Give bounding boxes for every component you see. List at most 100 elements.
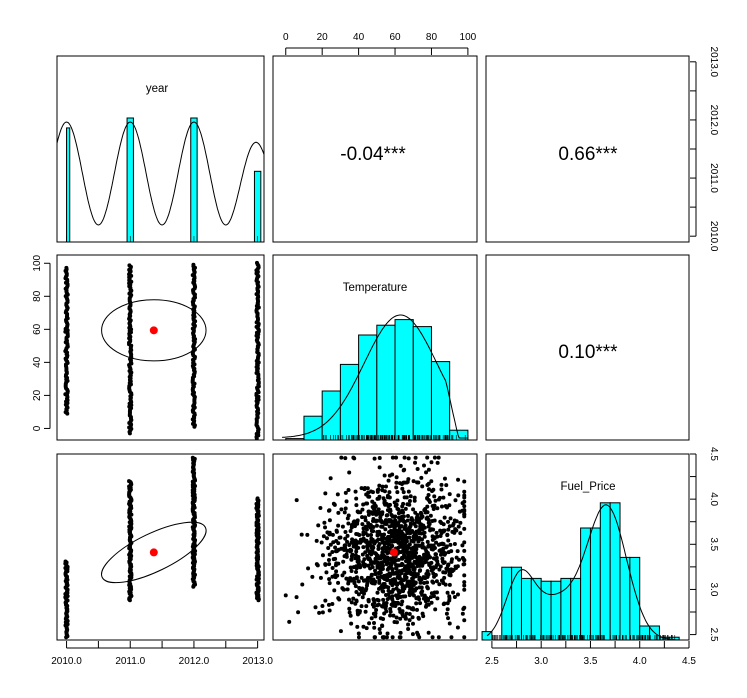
data-point (425, 551, 430, 556)
tick-label-temperature: 40 (353, 32, 365, 43)
data-point (429, 600, 434, 605)
data-point (402, 614, 407, 619)
data-point (460, 543, 465, 548)
data-point (369, 552, 374, 557)
data-point (433, 552, 438, 557)
data-point (371, 611, 376, 616)
data-point (373, 539, 378, 544)
data-point (396, 515, 401, 520)
histogram-fuelprice-bar (560, 577, 572, 641)
data-point (401, 490, 406, 495)
data-point (382, 545, 387, 550)
data-point (347, 543, 352, 548)
tick-label-fuelprice: 4.5 (708, 447, 719, 461)
data-point (442, 560, 447, 565)
data-point (374, 608, 379, 613)
data-point (445, 601, 450, 606)
data-point (363, 609, 368, 614)
data-point (336, 580, 341, 585)
data-point (320, 610, 325, 615)
data-point (342, 547, 347, 552)
data-point (349, 621, 354, 626)
data-point (349, 600, 354, 605)
data-point (383, 527, 388, 532)
data-point (390, 455, 395, 460)
data-point (375, 563, 380, 568)
data-point (378, 616, 383, 621)
data-point (336, 547, 341, 552)
data-point (372, 600, 377, 605)
data-point (446, 527, 451, 532)
data-point (422, 580, 427, 585)
data-point (374, 559, 379, 564)
tick-label-fuelprice: 4.0 (708, 492, 719, 506)
data-point (355, 624, 360, 629)
var-label-fuelprice: Fuel_Price (561, 481, 616, 493)
data-point (430, 519, 435, 524)
tick-label-temperature: 20 (32, 389, 43, 401)
data-point (462, 540, 467, 545)
data-point (416, 632, 421, 637)
data-point (357, 609, 362, 614)
data-point (377, 627, 382, 632)
data-point (430, 503, 435, 508)
histogram-year (56, 117, 265, 243)
data-point (390, 571, 395, 576)
data-point (385, 508, 390, 513)
data-point (341, 559, 346, 564)
data-point (394, 615, 399, 620)
data-point (434, 590, 439, 595)
data-point (419, 514, 424, 519)
data-point (416, 615, 421, 620)
data-point (339, 507, 344, 512)
data-point (360, 595, 365, 600)
data-point (462, 635, 467, 640)
data-point (377, 586, 382, 591)
data-point (426, 630, 431, 635)
data-point (344, 552, 349, 557)
data-point (428, 513, 433, 518)
scatter-year-temperature (63, 260, 261, 441)
data-point (364, 626, 369, 631)
data-point (325, 536, 330, 541)
histogram-year-bar (66, 127, 71, 243)
data-point (431, 566, 436, 571)
tick-label-fuelprice: 4.5 (682, 656, 696, 667)
histogram-fuelprice-bar (540, 580, 552, 641)
data-point (400, 543, 405, 548)
data-point (404, 495, 409, 500)
histogram-fuelprice-bar (530, 577, 542, 641)
data-point (354, 503, 359, 508)
data-point (346, 521, 351, 526)
data-point (358, 510, 363, 515)
data-point (421, 523, 426, 528)
data-point (356, 631, 361, 636)
data-point (410, 621, 415, 626)
data-point (349, 568, 354, 573)
data-point (373, 571, 378, 576)
data-point (394, 455, 399, 460)
data-point (345, 587, 350, 592)
data-point (385, 573, 390, 578)
data-point (462, 618, 467, 623)
data-point (462, 514, 467, 519)
data-point (330, 532, 335, 537)
tick-label-temperature: 100 (32, 254, 43, 271)
data-point (404, 539, 409, 544)
data-point (433, 572, 438, 577)
data-point (394, 485, 399, 490)
data-point (407, 590, 412, 595)
data-point (355, 556, 360, 561)
data-point (462, 587, 467, 592)
data-point (360, 522, 365, 527)
data-point (320, 553, 325, 558)
data-point (387, 524, 392, 529)
data-point (361, 624, 366, 629)
data-point (334, 528, 339, 533)
histogram-fuelprice-bar (570, 577, 582, 641)
data-point (425, 482, 430, 487)
data-point (388, 528, 393, 533)
data-point (428, 528, 433, 533)
tick-label-year: 2010.0 (708, 221, 719, 252)
